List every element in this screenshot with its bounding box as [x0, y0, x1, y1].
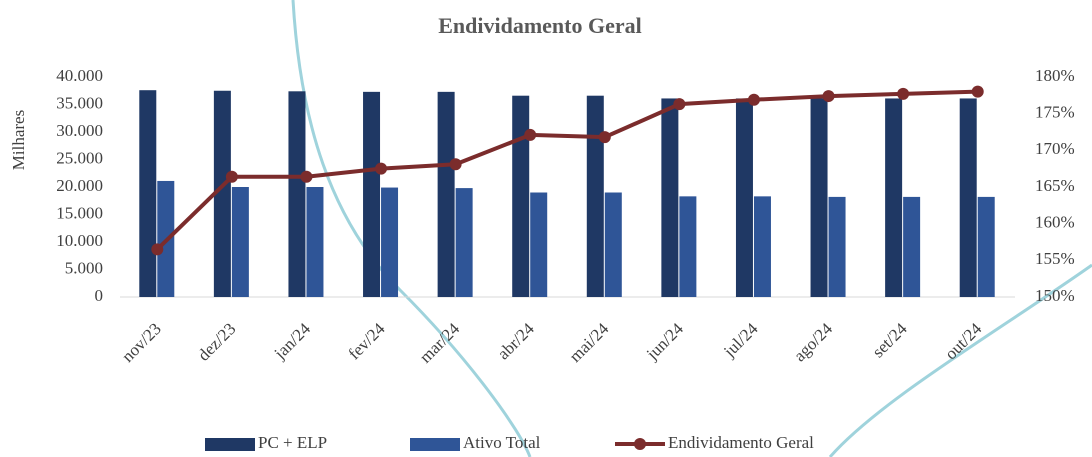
bar [530, 193, 547, 298]
y2-tick-label: 160% [1035, 213, 1075, 232]
bar [381, 188, 398, 297]
y-tick-label: 40.000 [56, 66, 103, 85]
bar [829, 197, 846, 297]
bar [605, 193, 622, 298]
x-tick-label: jun/24 [642, 319, 687, 364]
y-tick-label: 10.000 [56, 231, 103, 250]
y-tick-label: 30.000 [56, 121, 103, 140]
bar [288, 91, 305, 297]
bar [438, 92, 455, 297]
bar [232, 187, 249, 297]
marker [897, 88, 909, 100]
marker [972, 86, 984, 98]
bar [960, 98, 977, 297]
bar [456, 188, 473, 297]
y2-tick-label: 175% [1035, 103, 1075, 122]
bar [754, 196, 771, 297]
chart: Endividamento Geral Milhares 0 5.000 10.00… [0, 0, 1092, 457]
x-tick-label: jan/24 [270, 319, 315, 364]
y2-tick-label: 150% [1035, 286, 1075, 305]
x-tick-label: mar/24 [416, 319, 464, 367]
marker [300, 171, 312, 183]
y2-tick-label: 155% [1035, 249, 1075, 268]
marker [450, 158, 462, 170]
legend-label: PC + ELP [258, 433, 327, 452]
legend-swatch [634, 438, 646, 450]
bar [363, 92, 380, 297]
legend-label: Ativo Total [463, 433, 541, 452]
x-tick-label: ago/24 [790, 319, 837, 366]
marker [524, 129, 536, 141]
line [157, 92, 977, 250]
bar [661, 98, 678, 297]
y-tick-label: 15.000 [56, 203, 103, 222]
x-tick-label: fev/24 [344, 319, 388, 363]
bar [811, 98, 828, 297]
marker [375, 163, 387, 175]
y-axis-label: Milhares [9, 110, 28, 170]
marker [748, 94, 760, 106]
marker [226, 171, 238, 183]
marker [151, 243, 163, 255]
bar [885, 98, 902, 297]
x-tick-label: jul/24 [719, 319, 762, 362]
x-tick-label: set/24 [869, 319, 912, 362]
y-tick-label: 0 [95, 286, 104, 305]
marker [823, 90, 835, 102]
x-tick-label: nov/23 [118, 319, 165, 366]
decoration [293, 0, 530, 457]
x-tick-label: abr/24 [494, 319, 538, 363]
legend-label: Endividamento Geral [668, 433, 814, 452]
y2-tick-label: 170% [1035, 139, 1075, 158]
chart-title: Endividamento Geral [438, 13, 642, 38]
x-tick-label: mai/24 [566, 319, 613, 366]
marker [599, 131, 611, 143]
y-tick-label: 20.000 [56, 176, 103, 195]
bar [512, 96, 529, 297]
y-tick-label: 5.000 [65, 258, 103, 277]
legend-swatch [410, 438, 460, 451]
marker [673, 98, 685, 110]
bar [139, 90, 156, 297]
bar [736, 98, 753, 297]
bar [679, 196, 696, 297]
bar [903, 197, 920, 297]
x-tick-label: dez/23 [194, 319, 239, 364]
y-tick-label: 25.000 [56, 148, 103, 167]
legend-swatch [205, 438, 255, 451]
y2-tick-label: 180% [1035, 66, 1075, 85]
bar [587, 96, 604, 297]
bar [978, 197, 995, 297]
y2-tick-label: 165% [1035, 176, 1075, 195]
y-tick-label: 35.000 [56, 93, 103, 112]
bar [306, 187, 323, 297]
